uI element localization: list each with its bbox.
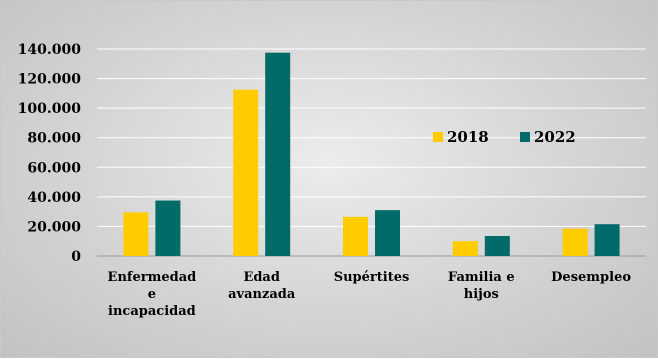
x-category-label: avanzada (228, 287, 296, 302)
x-category-label: Enfermedad (108, 270, 197, 285)
bar-2018-1 (233, 89, 259, 257)
legend-swatch-2018 (433, 132, 443, 142)
x-category-label: Familia e (448, 270, 515, 285)
y-tick-label: 60.000 (27, 160, 81, 176)
bars (123, 52, 620, 257)
bar-2022-4 (594, 224, 620, 256)
x-category-label: hijos (464, 287, 499, 302)
bar-2022-0 (155, 200, 181, 256)
y-tick-label: 20.000 (27, 219, 81, 235)
y-tick-label: 80.000 (27, 131, 81, 147)
y-tick-label: 40.000 (27, 190, 81, 206)
x-category-label: Desempleo (551, 270, 631, 285)
legend: 2018 2022 (433, 128, 576, 146)
x-category-label: Supértites (334, 270, 410, 285)
legend-label-2018: 2018 (447, 128, 489, 146)
y-tick-label: 0 (71, 249, 81, 265)
legend-swatch-2022 (520, 132, 530, 142)
x-category-label: e (148, 287, 156, 302)
bar-2018-2 (343, 216, 368, 256)
x-axis-categories: Enfermedad e incapacidad Edad avanzada Supért… (108, 270, 632, 319)
bar-2018-3 (452, 241, 478, 256)
x-category-label: Edad (243, 270, 280, 285)
x-category-label: incapacidad (108, 304, 196, 319)
bar-2022-1 (265, 52, 291, 257)
bar-2018-4 (562, 228, 588, 256)
bar-2018-0 (123, 212, 149, 256)
gridlines (97, 48, 646, 257)
bar-2022-3 (484, 236, 510, 256)
y-tick-label: 100.000 (18, 101, 82, 117)
y-tick-label: 120.000 (18, 72, 82, 88)
bar-2022-2 (375, 210, 400, 256)
legend-label-2022: 2022 (534, 128, 576, 146)
y-axis-ticks: 0 20.000 40.000 60.000 80.000 100.000 120.000 1… (18, 42, 82, 265)
y-tick-label: 140.000 (18, 42, 82, 58)
